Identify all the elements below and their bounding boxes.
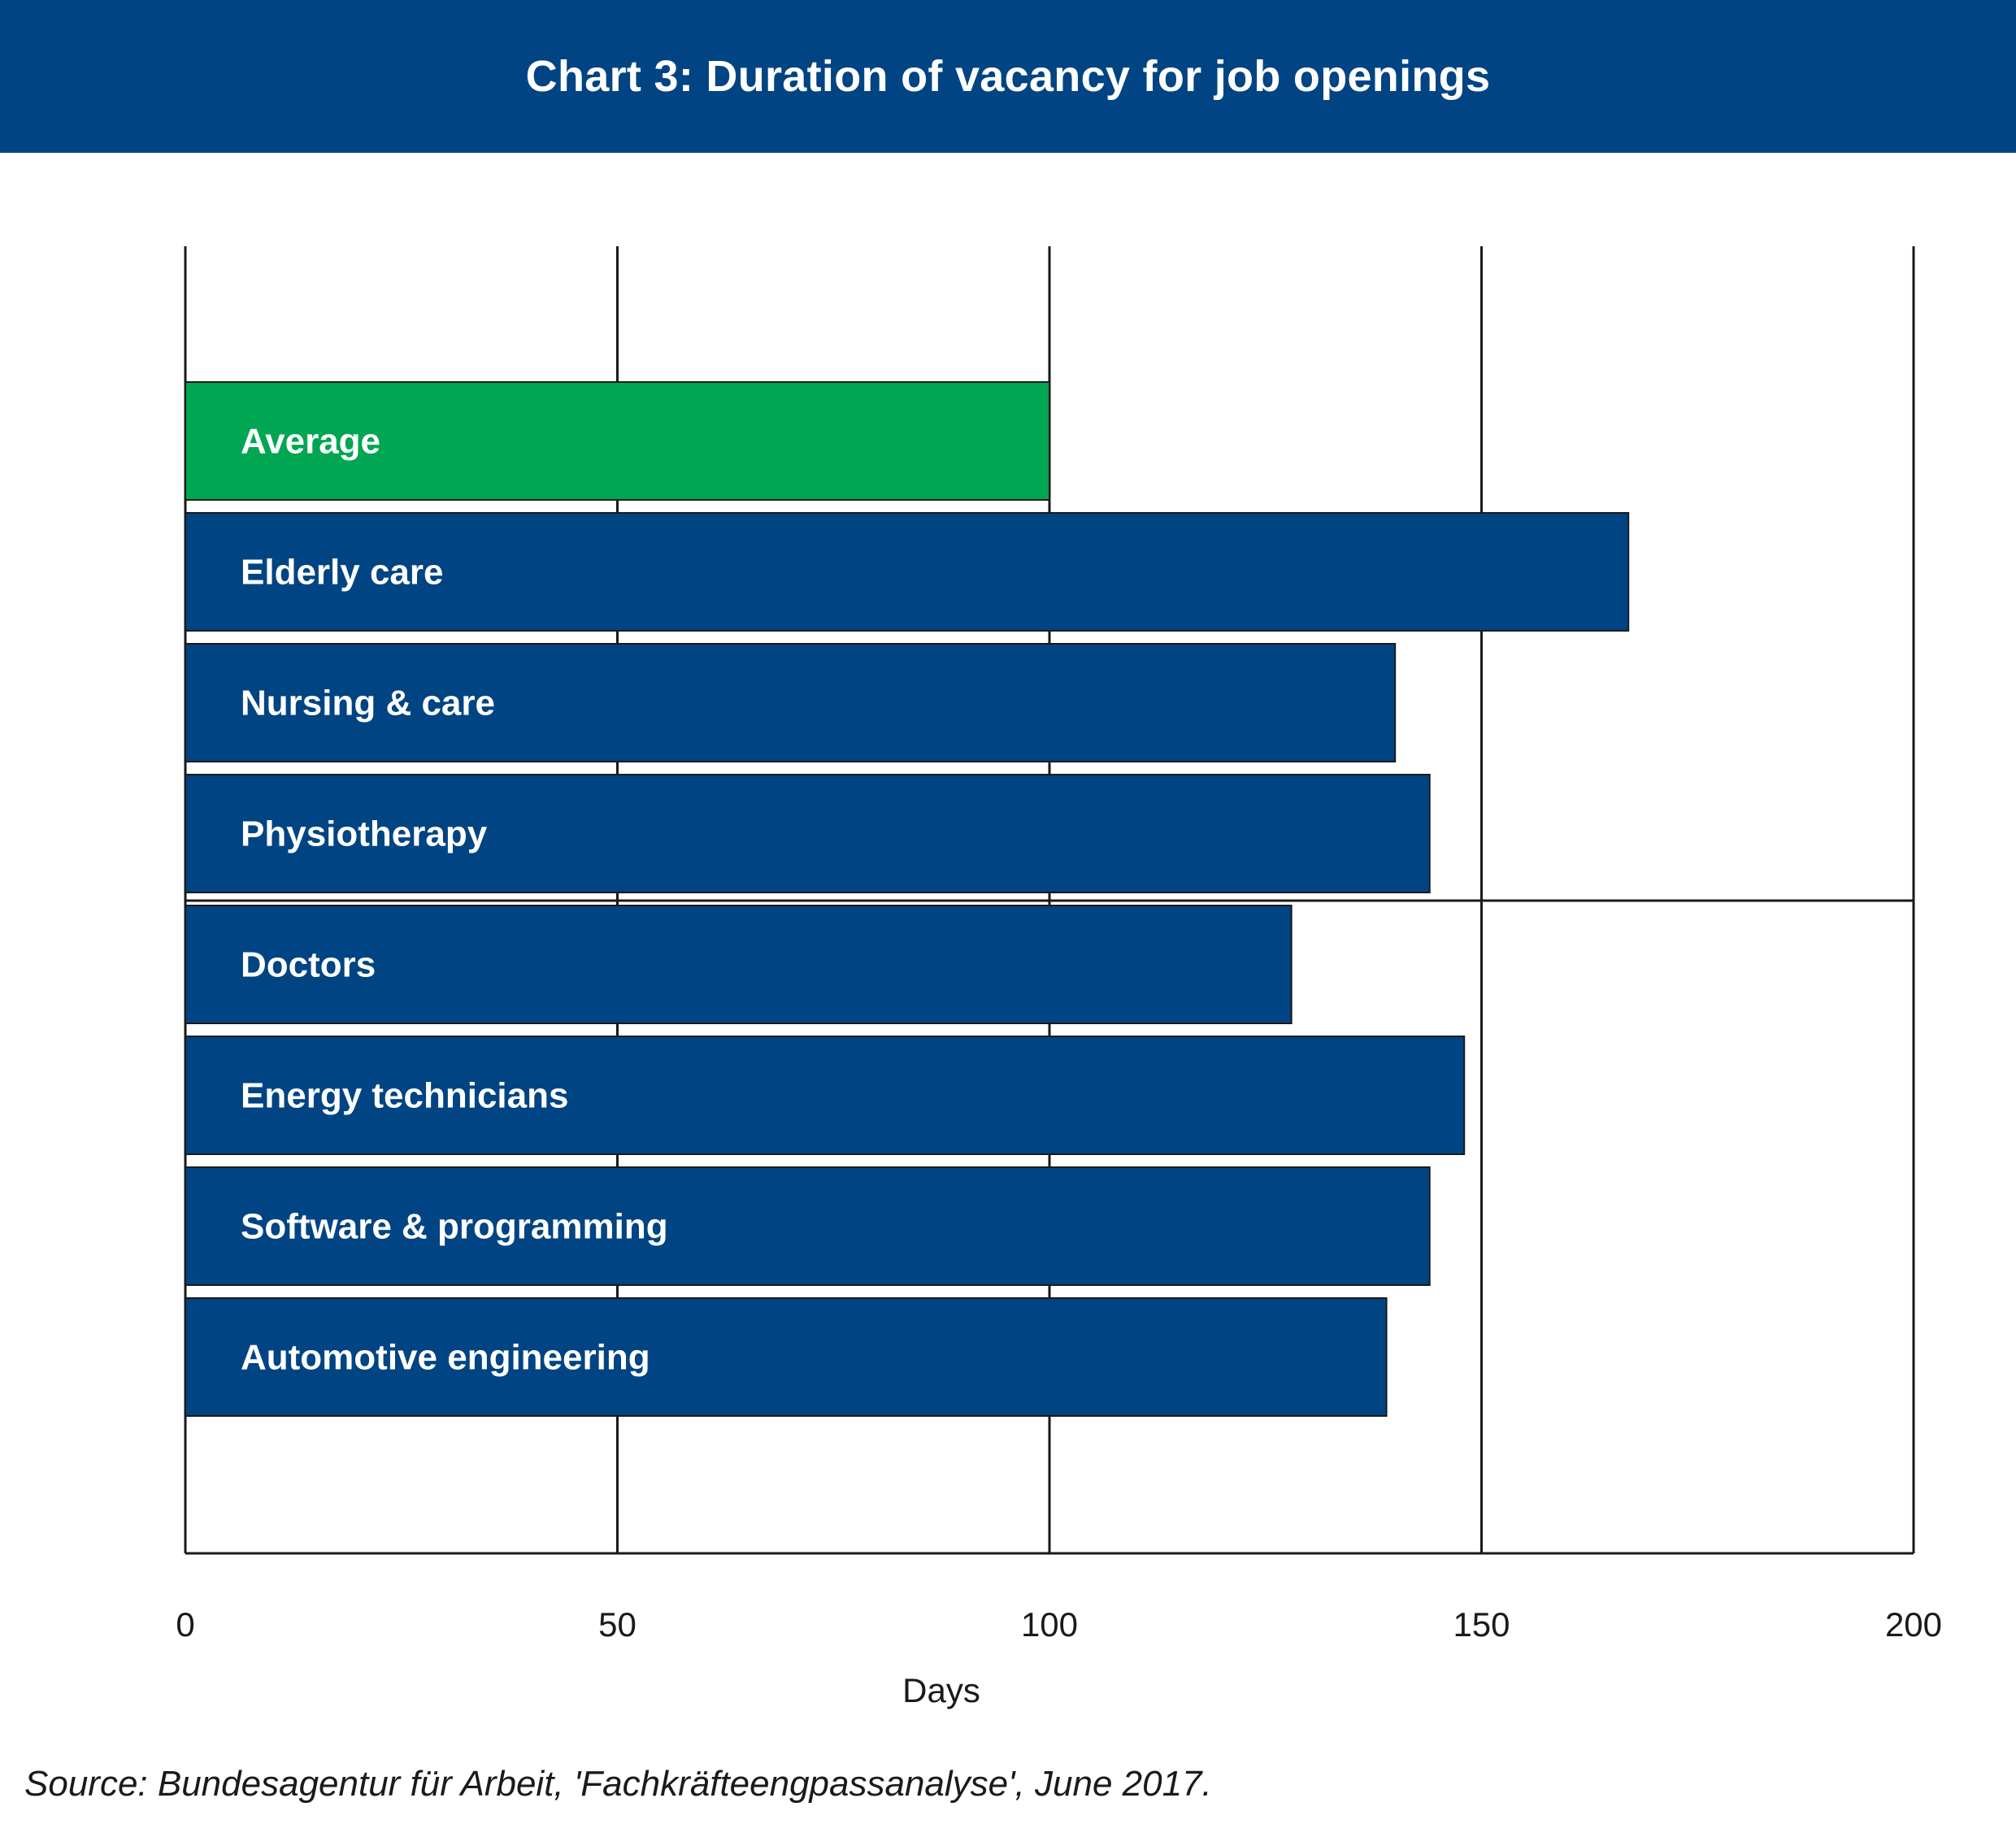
bar	[185, 1036, 1466, 1155]
bar	[185, 774, 1431, 893]
bar-label: Automotive engineering	[241, 1338, 650, 1378]
bar	[185, 1166, 1431, 1286]
bar-label: Nursing & care	[241, 684, 495, 723]
bar	[185, 1297, 1388, 1417]
bar-label: Energy technicians	[241, 1076, 568, 1116]
bar-label: Elderly care	[241, 553, 444, 593]
x-tick-label: 0	[176, 1605, 194, 1644]
chart-title: Chart 3: Duration of vacancy for job ope…	[525, 52, 1491, 101]
x-tick-label: 200	[1885, 1605, 1942, 1644]
bar-label: Doctors	[241, 945, 376, 985]
x-tick-label: 150	[1453, 1605, 1510, 1644]
bar	[185, 905, 1293, 1024]
bar-label: Average	[241, 422, 380, 462]
bar	[185, 643, 1397, 762]
bars-layer	[185, 381, 1630, 1417]
x-axis-label: Days	[902, 1671, 980, 1709]
bar	[185, 381, 1050, 501]
bar-label: Software & programming	[241, 1207, 668, 1247]
chart-header: Chart 3: Duration of vacancy for job ope…	[0, 0, 2016, 153]
bar-label: Physiotherapy	[241, 814, 488, 854]
x-tick-label: 100	[1021, 1605, 1078, 1644]
bar-chart: Average Elderly care Nursing & care Physiot…	[176, 246, 1942, 1709]
bar-labels-layer: Average Elderly care Nursing & care Physiot…	[241, 422, 668, 1378]
bar	[185, 512, 1630, 632]
tick-labels-layer: 0 50 100 150 200	[176, 1605, 1942, 1644]
source-note: Source: Bundesagentur für Arbeit, 'Fachk…	[24, 1764, 1212, 1804]
x-tick-label: 50	[598, 1605, 637, 1644]
